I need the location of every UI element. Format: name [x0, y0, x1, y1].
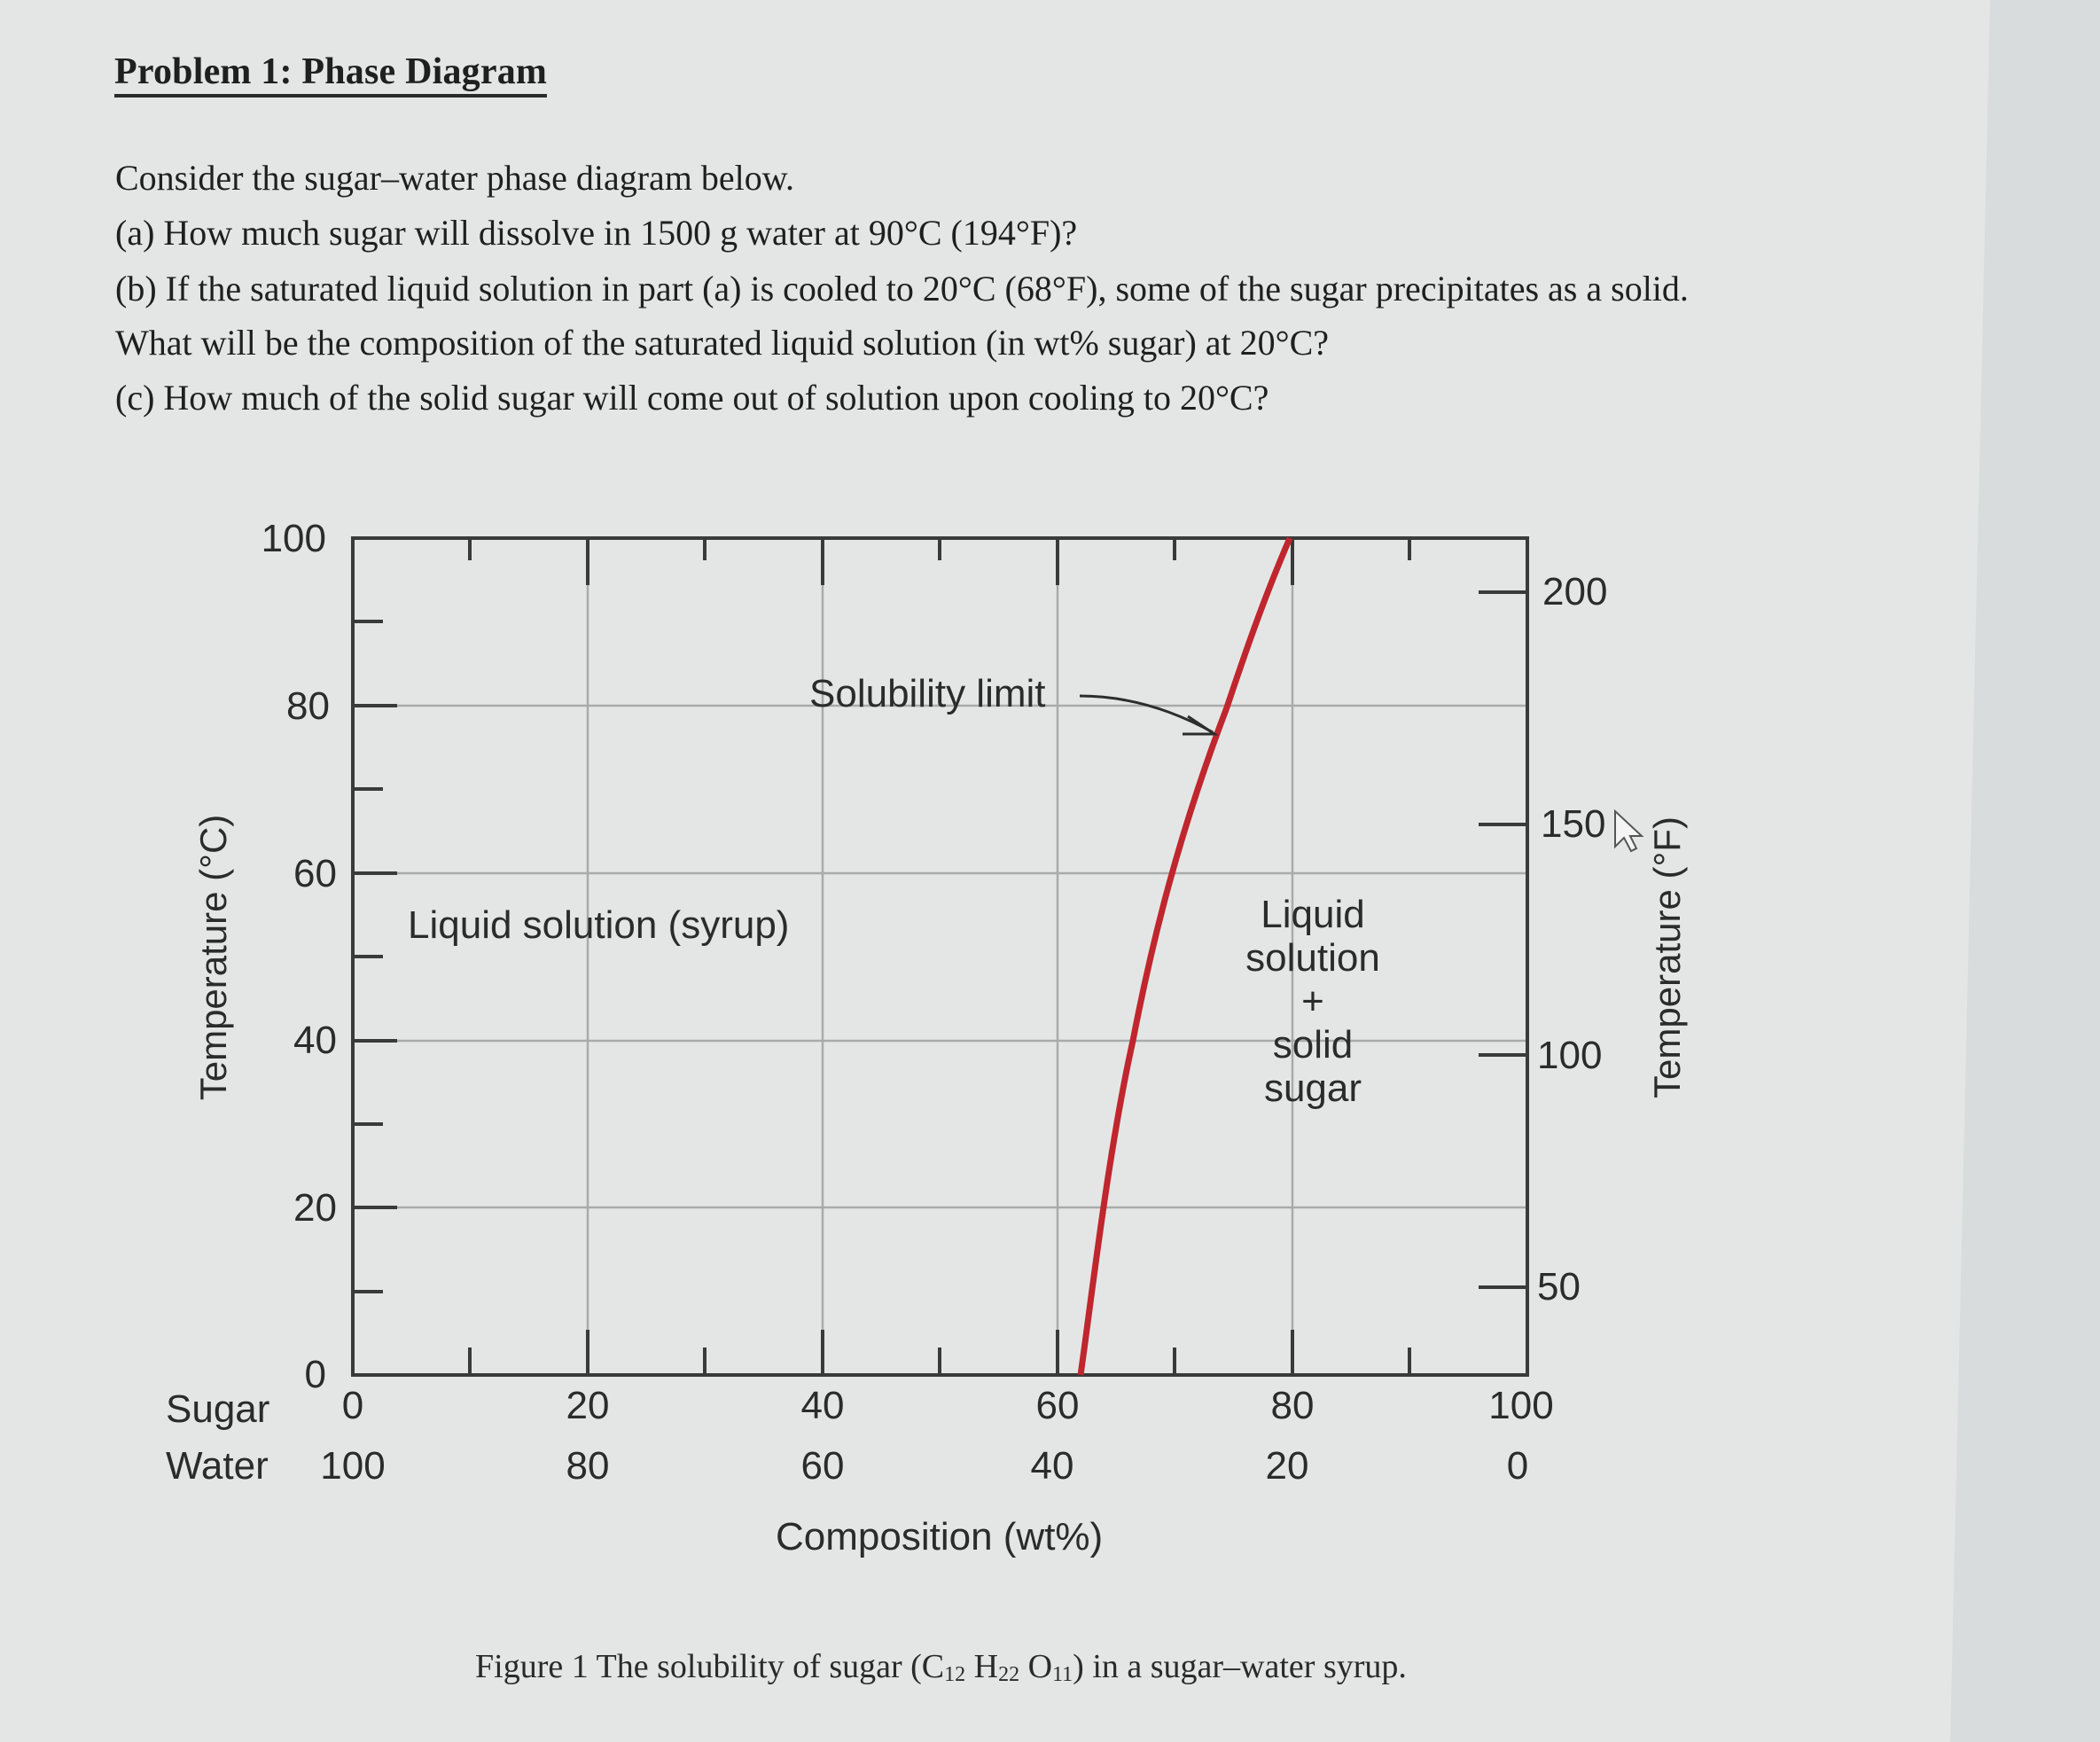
svg-text:100: 100: [1537, 1034, 1602, 1077]
major-ticks: [353, 538, 1527, 1375]
y-axis-title: Temperature (°C): [192, 815, 234, 1101]
caption-subscript: 12: [944, 1663, 966, 1686]
liquid-region-label: Liquid solution (syrup): [408, 903, 789, 947]
svg-text:sugar: sugar: [1264, 1066, 1362, 1110]
svg-text:0: 0: [305, 1353, 326, 1396]
svg-text:solid: solid: [1273, 1023, 1354, 1066]
x-axis-sugar-labels: Sugar 0 20 40 60 80 100: [166, 1384, 1554, 1431]
svg-text:100: 100: [320, 1444, 385, 1488]
caption-text: ) in a sugar–water syrup.: [1073, 1648, 1407, 1685]
svg-text:150: 150: [1541, 802, 1605, 846]
x-axis-title: Composition (wt%): [776, 1515, 1103, 1558]
svg-text:80: 80: [1271, 1384, 1315, 1427]
svg-text:solution: solution: [1245, 936, 1380, 980]
two-phase-region-label: Liquid solution + solid sugar: [1245, 893, 1380, 1110]
y-axis-labels: 0 20 40 60 80 100: [262, 517, 337, 1396]
svg-text:40: 40: [801, 1384, 845, 1427]
svg-text:20: 20: [293, 1186, 337, 1230]
svg-text:Liquid: Liquid: [1261, 893, 1364, 936]
intro-text: Consider the sugar–water phase diagram b…: [115, 158, 795, 198]
svg-text:80: 80: [286, 684, 330, 728]
y2-axis-title: Temperature (°F): [1646, 816, 1688, 1098]
svg-text:50: 50: [1537, 1265, 1581, 1308]
question-c: (c) How much of the solid sugar will com…: [115, 378, 1269, 418]
y2-axis-labels: 50 100 150 200: [1537, 570, 1607, 1308]
svg-text:60: 60: [1036, 1384, 1080, 1427]
svg-text:+: +: [1301, 980, 1324, 1023]
svg-text:100: 100: [262, 517, 326, 560]
mouse-cursor-icon: [1614, 809, 1644, 853]
caption-subscript: 22: [998, 1663, 1020, 1686]
problem-title: Problem 1: Phase Diagram: [114, 51, 548, 98]
arrow-head-icon: [1183, 715, 1219, 736]
solubility-curve: [1077, 536, 1293, 1376]
svg-text:40: 40: [1031, 1444, 1074, 1488]
caption-text: Figure 1 The solubility of sugar (C: [475, 1648, 945, 1685]
svg-text:20: 20: [1266, 1444, 1309, 1488]
svg-text:Water: Water: [166, 1444, 269, 1488]
svg-text:200: 200: [1542, 570, 1607, 613]
x-axis-water-labels: Water 100 80 60 40 20 0: [166, 1444, 1528, 1488]
grid-lines: [353, 538, 1527, 1375]
svg-text:80: 80: [566, 1444, 610, 1488]
question-a: (a) How much sugar will dissolve in 1500…: [115, 213, 1078, 253]
figure-caption: Figure 1 The solubility of sugar (C12 H2…: [475, 1647, 1407, 1687]
svg-text:Sugar: Sugar: [166, 1387, 269, 1431]
svg-text:20: 20: [566, 1384, 610, 1427]
caption-text: H: [965, 1648, 999, 1685]
solubility-arrow: [1079, 694, 1214, 734]
svg-text:40: 40: [293, 1019, 337, 1062]
question-b: (b) If the saturated liquid solution in …: [115, 269, 1689, 309]
solubility-limit-label: Solubility limit: [809, 672, 1046, 715]
svg-text:0: 0: [342, 1384, 363, 1427]
caption-subscript: 11: [1052, 1663, 1073, 1686]
svg-text:0: 0: [1507, 1444, 1528, 1488]
question-b-cont: What will be the composition of the satu…: [115, 323, 1330, 363]
svg-text:100: 100: [1488, 1384, 1553, 1427]
svg-text:60: 60: [293, 852, 337, 895]
caption-text: O: [1019, 1648, 1053, 1685]
svg-text:60: 60: [801, 1444, 845, 1488]
